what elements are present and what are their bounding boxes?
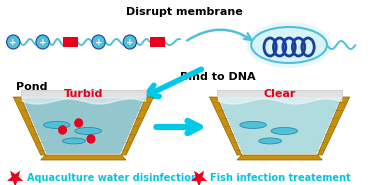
- Circle shape: [123, 35, 136, 49]
- Polygon shape: [13, 97, 45, 155]
- Circle shape: [87, 135, 95, 143]
- Text: +: +: [39, 38, 46, 46]
- Polygon shape: [41, 155, 126, 160]
- Text: Disrupt membrane: Disrupt membrane: [127, 7, 243, 17]
- Polygon shape: [318, 97, 350, 155]
- Ellipse shape: [259, 138, 282, 144]
- Polygon shape: [121, 97, 153, 155]
- Text: Clear: Clear: [263, 88, 296, 98]
- Text: +: +: [9, 38, 17, 46]
- Polygon shape: [218, 97, 341, 154]
- Polygon shape: [237, 155, 322, 160]
- Circle shape: [92, 35, 105, 49]
- Ellipse shape: [75, 127, 101, 134]
- Circle shape: [59, 126, 67, 134]
- Ellipse shape: [240, 122, 266, 128]
- Ellipse shape: [246, 22, 332, 68]
- Text: Aquaculture water disinfection: Aquaculture water disinfection: [26, 173, 197, 183]
- Text: Fish infection treatement: Fish infection treatement: [211, 173, 351, 183]
- Polygon shape: [191, 171, 207, 185]
- Text: Bind to DNA: Bind to DNA: [180, 72, 256, 82]
- Ellipse shape: [251, 27, 327, 63]
- Ellipse shape: [43, 122, 70, 128]
- Ellipse shape: [62, 138, 85, 144]
- Text: Pond: Pond: [16, 82, 48, 92]
- Bar: [217, 90, 342, 97]
- Circle shape: [75, 119, 82, 127]
- Text: Turbid: Turbid: [64, 88, 103, 98]
- Text: +: +: [126, 38, 134, 46]
- Polygon shape: [22, 97, 145, 154]
- Circle shape: [36, 35, 49, 49]
- Polygon shape: [209, 97, 242, 155]
- Bar: [150, 37, 165, 47]
- Circle shape: [7, 35, 20, 49]
- Bar: [21, 90, 146, 97]
- Bar: [62, 37, 78, 47]
- Text: +: +: [95, 38, 102, 46]
- Polygon shape: [7, 171, 23, 185]
- Ellipse shape: [271, 127, 297, 134]
